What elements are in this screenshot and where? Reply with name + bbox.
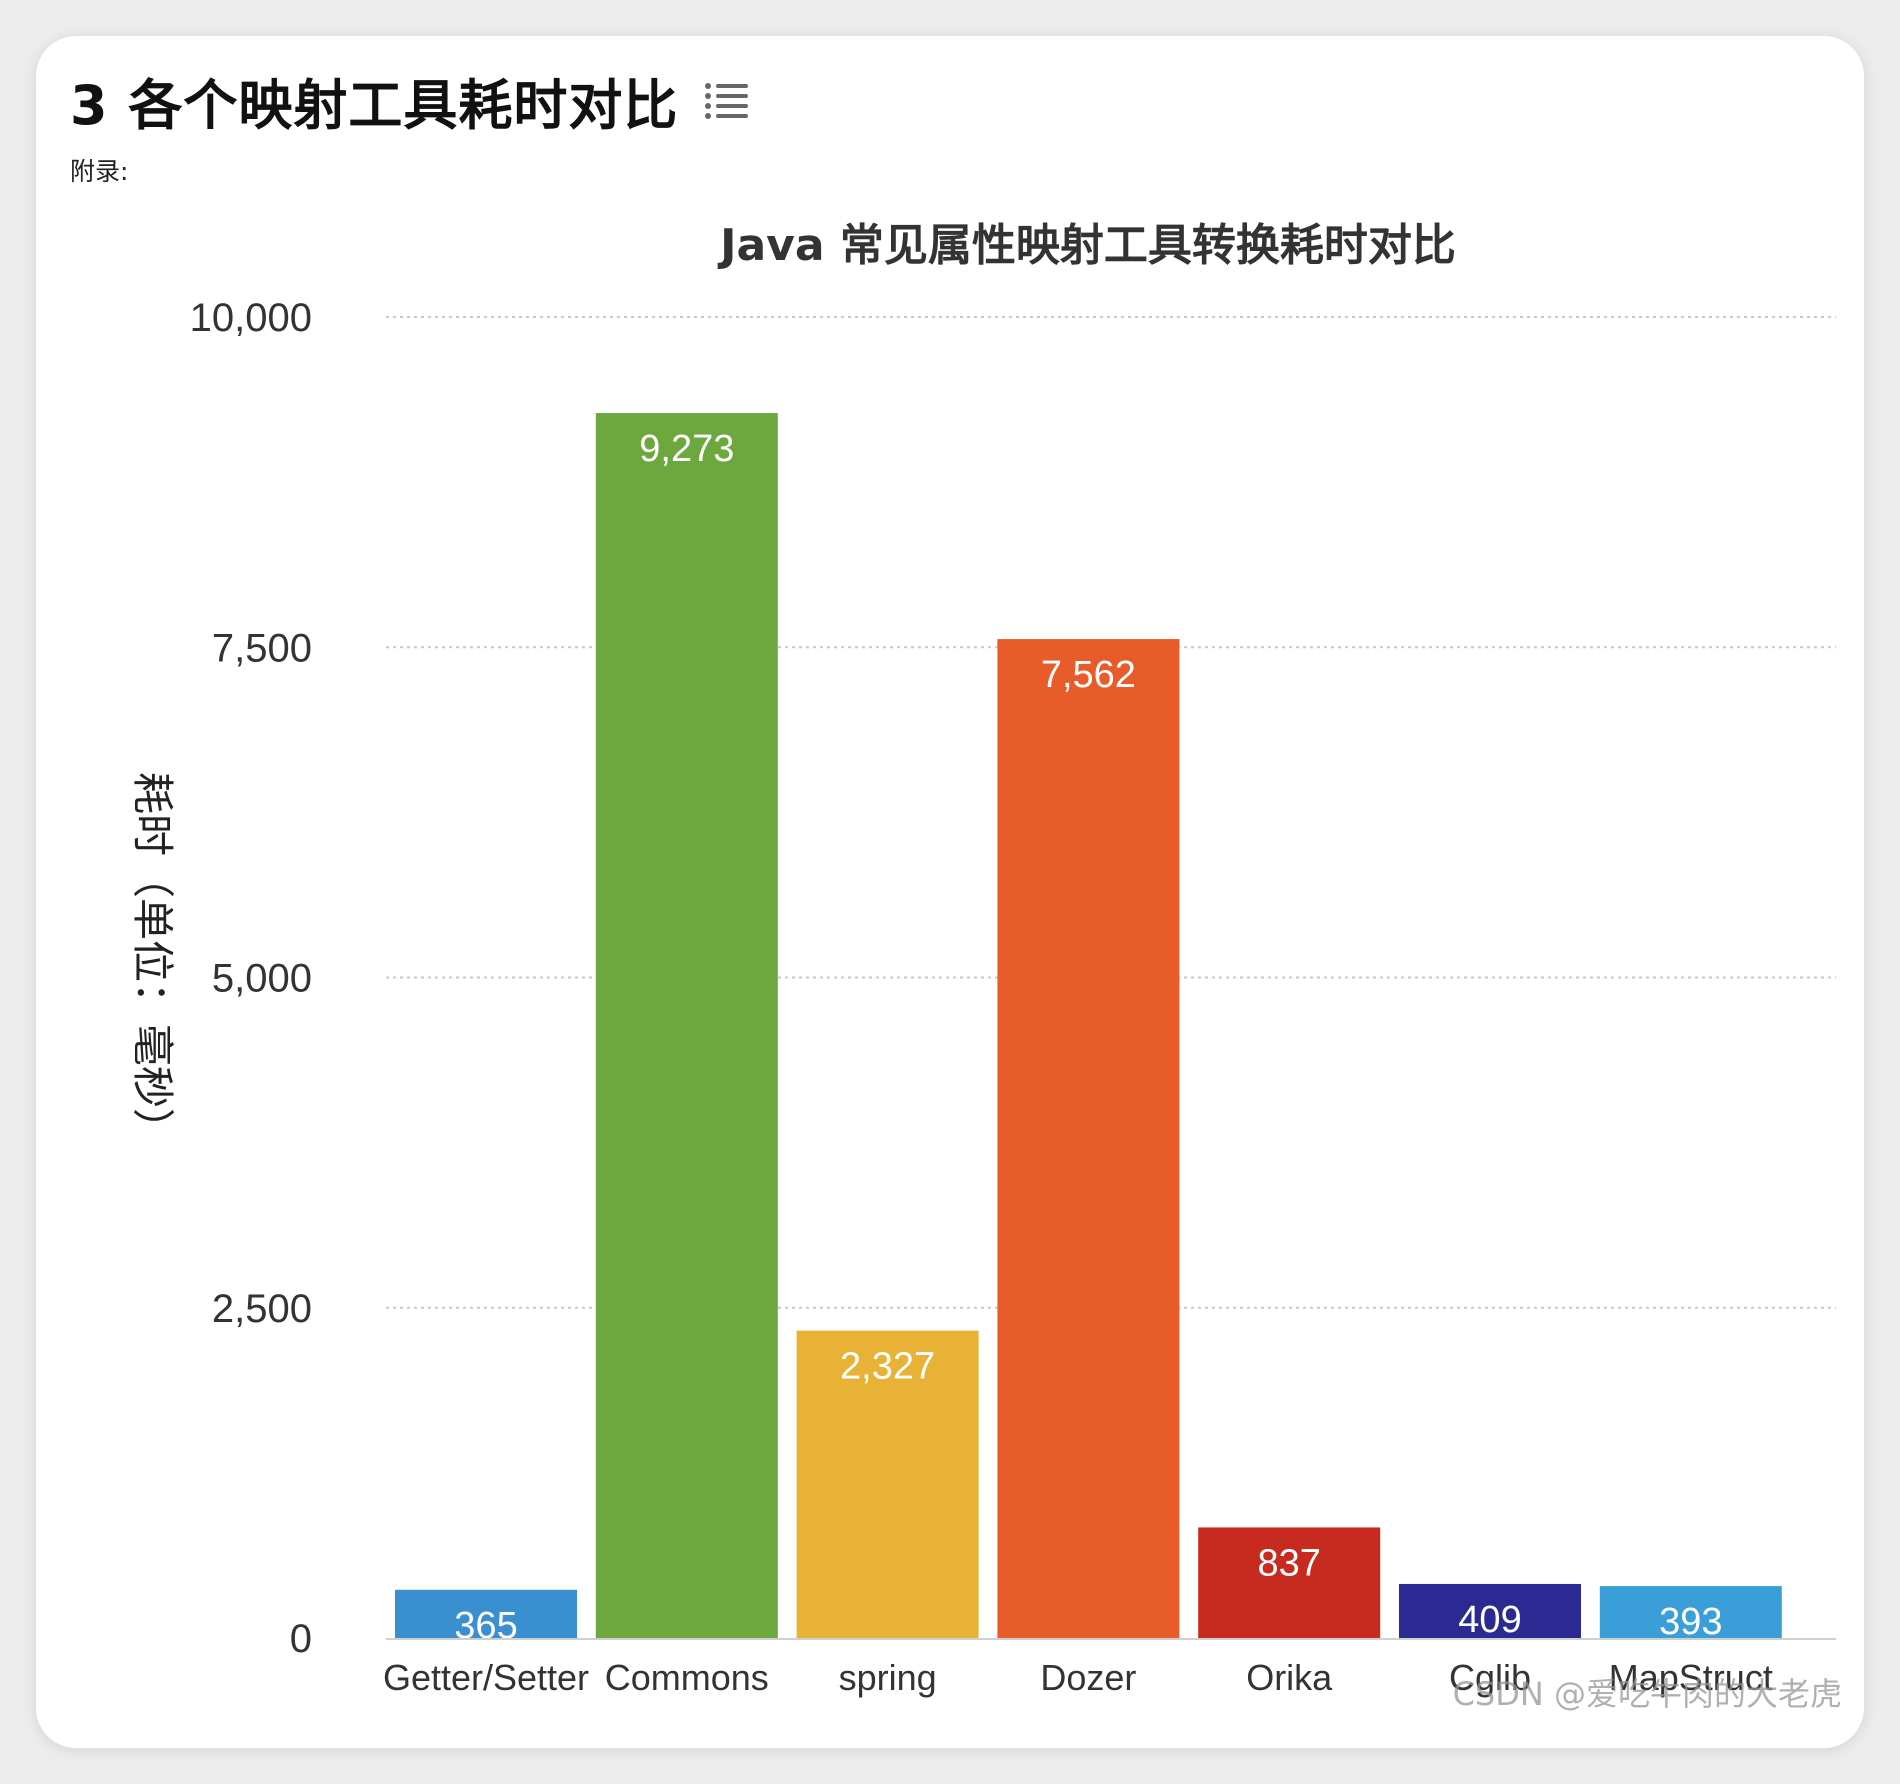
section-title: 3 各个映射工具耗时对比 bbox=[70, 73, 679, 137]
y-tick-label: 7,500 bbox=[212, 626, 312, 670]
value-label: 9,273 bbox=[639, 428, 734, 470]
bar bbox=[1198, 1527, 1381, 1638]
bar bbox=[595, 413, 778, 1638]
value-label: 837 bbox=[1257, 1542, 1320, 1584]
appendix-label: 附录: bbox=[70, 157, 129, 186]
bar bbox=[997, 639, 1180, 1638]
list-icon[interactable] bbox=[704, 80, 750, 120]
bar bbox=[796, 1330, 979, 1638]
bar bbox=[1399, 1583, 1581, 1638]
y-tick-label: 0 bbox=[290, 1617, 312, 1661]
value-labels: 365 9,273 2,327 7,562 837 409 393 bbox=[454, 428, 1722, 1647]
watermark: CSDN @爱吃牛肉的大老虎 bbox=[1453, 1675, 1842, 1713]
category-label: Dozer bbox=[1040, 1657, 1136, 1698]
x-axis-categories: Getter/Setter Commons spring Dozer Orika Cgli… bbox=[383, 1657, 1773, 1698]
bars bbox=[395, 413, 1782, 1638]
value-label: 7,562 bbox=[1041, 654, 1136, 696]
category-label: Cglib bbox=[1449, 1657, 1531, 1698]
bar bbox=[395, 1589, 577, 1638]
y-axis-ticks: 0 2,500 5,000 7,500 10,000 bbox=[190, 296, 312, 1661]
value-label: 2,327 bbox=[840, 1346, 935, 1388]
category-label: Commons bbox=[605, 1657, 769, 1698]
y-tick-label: 10,000 bbox=[190, 296, 312, 340]
value-label: 409 bbox=[1458, 1599, 1521, 1641]
value-label: 393 bbox=[1659, 1601, 1722, 1643]
article-card: 3 各个映射工具耗时对比 附录: Java 常见属性映射工具转换耗时对比 耗时（… bbox=[36, 36, 1864, 1748]
category-label: Orika bbox=[1246, 1657, 1333, 1698]
value-label: 365 bbox=[454, 1605, 517, 1647]
category-label: MapStruct bbox=[1609, 1657, 1773, 1698]
category-label: Getter/Setter bbox=[383, 1657, 589, 1698]
bar bbox=[1599, 1586, 1782, 1638]
y-tick-label: 5,000 bbox=[212, 957, 312, 1001]
category-label: spring bbox=[839, 1657, 937, 1698]
bar-chart: Java 常见属性映射工具转换耗时对比 耗时（单位：毫秒） 0 2,500 5,00… bbox=[128, 220, 1842, 1713]
section-heading: 3 各个映射工具耗时对比 bbox=[70, 52, 750, 148]
y-axis-label: 耗时（单位：毫秒） bbox=[128, 772, 177, 1150]
chart-title: Java 常见属性映射工具转换耗时对比 bbox=[717, 220, 1456, 271]
y-tick-label: 2,500 bbox=[212, 1287, 312, 1331]
